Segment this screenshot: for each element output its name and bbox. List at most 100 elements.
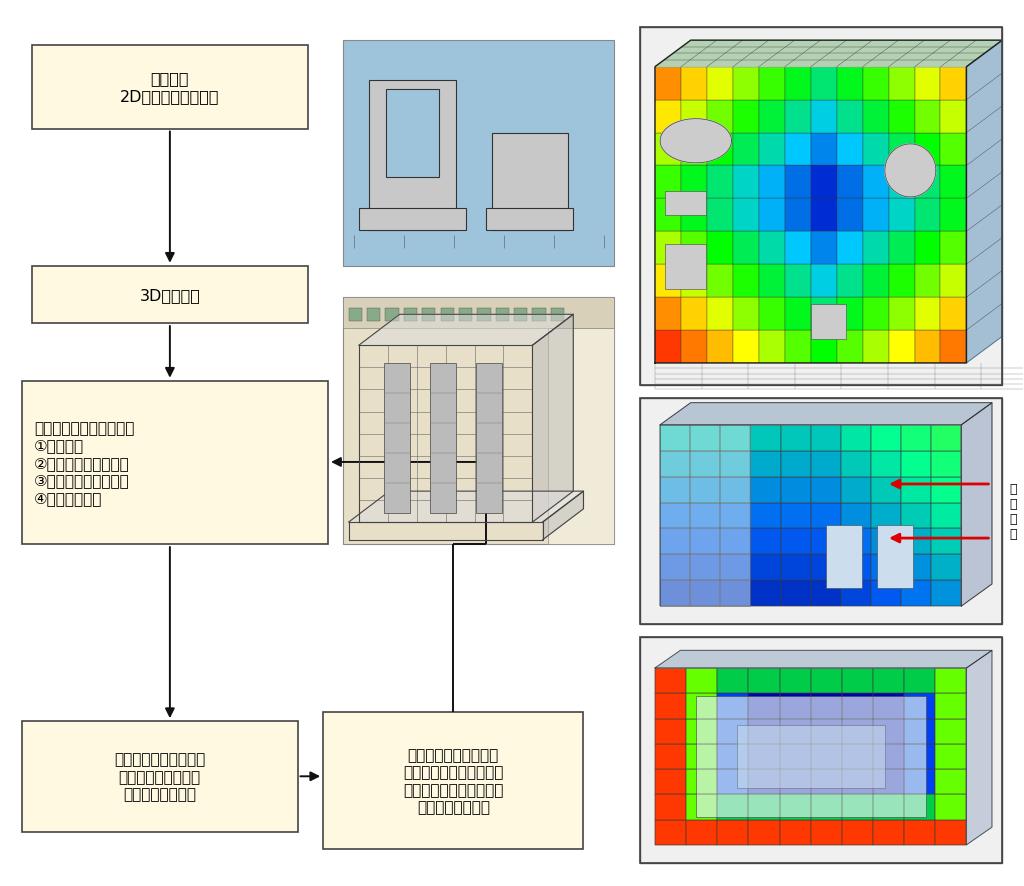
FancyBboxPatch shape [690,555,720,580]
FancyBboxPatch shape [696,696,926,817]
FancyBboxPatch shape [690,451,720,477]
FancyBboxPatch shape [717,668,749,694]
FancyBboxPatch shape [655,330,681,363]
FancyBboxPatch shape [784,167,811,199]
FancyBboxPatch shape [655,100,681,134]
FancyBboxPatch shape [759,232,784,265]
Polygon shape [358,315,573,346]
FancyBboxPatch shape [343,41,614,267]
FancyBboxPatch shape [707,167,733,199]
FancyBboxPatch shape [862,330,889,363]
FancyBboxPatch shape [780,477,811,503]
FancyBboxPatch shape [842,744,873,769]
FancyBboxPatch shape [889,100,914,134]
FancyBboxPatch shape [784,199,811,232]
FancyBboxPatch shape [811,167,837,199]
FancyBboxPatch shape [733,330,759,363]
FancyBboxPatch shape [759,67,784,100]
FancyBboxPatch shape [430,363,456,514]
FancyBboxPatch shape [935,769,967,795]
FancyBboxPatch shape [655,199,681,232]
FancyBboxPatch shape [935,719,967,744]
FancyBboxPatch shape [940,298,967,330]
FancyBboxPatch shape [811,199,837,232]
FancyBboxPatch shape [720,451,751,477]
FancyBboxPatch shape [914,100,940,134]
FancyBboxPatch shape [486,209,573,231]
FancyBboxPatch shape [811,100,837,134]
FancyBboxPatch shape [720,477,751,503]
FancyBboxPatch shape [403,308,417,322]
FancyBboxPatch shape [733,134,759,167]
FancyBboxPatch shape [873,769,904,795]
FancyBboxPatch shape [686,769,717,795]
FancyBboxPatch shape [660,425,690,451]
FancyBboxPatch shape [733,232,759,265]
FancyBboxPatch shape [779,668,811,694]
FancyBboxPatch shape [751,451,780,477]
FancyBboxPatch shape [655,298,681,330]
FancyBboxPatch shape [749,668,779,694]
FancyBboxPatch shape [811,795,842,820]
FancyBboxPatch shape [749,744,779,769]
FancyBboxPatch shape [681,298,707,330]
FancyBboxPatch shape [751,503,780,529]
FancyBboxPatch shape [811,298,837,330]
FancyBboxPatch shape [904,744,935,769]
FancyBboxPatch shape [780,503,811,529]
FancyBboxPatch shape [720,503,751,529]
FancyBboxPatch shape [935,795,967,820]
FancyBboxPatch shape [749,719,779,744]
FancyBboxPatch shape [779,820,811,845]
FancyBboxPatch shape [779,769,811,795]
FancyBboxPatch shape [862,167,889,199]
FancyBboxPatch shape [707,330,733,363]
FancyBboxPatch shape [784,100,811,134]
FancyBboxPatch shape [655,820,686,845]
FancyBboxPatch shape [686,694,717,719]
FancyBboxPatch shape [759,330,784,363]
FancyBboxPatch shape [367,308,380,322]
FancyBboxPatch shape [358,209,466,231]
FancyBboxPatch shape [940,265,967,298]
FancyBboxPatch shape [914,265,940,298]
FancyBboxPatch shape [690,503,720,529]
FancyBboxPatch shape [720,580,751,606]
FancyBboxPatch shape [385,308,398,322]
FancyBboxPatch shape [904,795,935,820]
FancyBboxPatch shape [681,199,707,232]
FancyBboxPatch shape [862,67,889,100]
FancyBboxPatch shape [717,820,749,845]
FancyBboxPatch shape [914,67,940,100]
FancyBboxPatch shape [914,199,940,232]
FancyBboxPatch shape [733,298,759,330]
FancyBboxPatch shape [751,477,780,503]
FancyBboxPatch shape [780,580,811,606]
FancyBboxPatch shape [690,580,720,606]
FancyBboxPatch shape [940,330,967,363]
FancyBboxPatch shape [681,134,707,167]
FancyBboxPatch shape [348,308,361,322]
FancyBboxPatch shape [914,298,940,330]
FancyBboxPatch shape [914,232,940,265]
FancyBboxPatch shape [873,694,904,719]
FancyBboxPatch shape [707,67,733,100]
FancyBboxPatch shape [779,795,811,820]
FancyBboxPatch shape [940,100,967,134]
FancyBboxPatch shape [640,637,1002,863]
FancyBboxPatch shape [935,694,967,719]
FancyBboxPatch shape [690,477,720,503]
Text: 3Dモデルへ: 3Dモデルへ [139,288,201,302]
FancyBboxPatch shape [686,719,717,744]
FancyBboxPatch shape [784,67,811,100]
FancyBboxPatch shape [655,744,686,769]
FancyBboxPatch shape [720,555,751,580]
FancyBboxPatch shape [681,330,707,363]
FancyBboxPatch shape [904,719,935,744]
FancyBboxPatch shape [780,555,811,580]
FancyBboxPatch shape [837,67,862,100]
FancyBboxPatch shape [940,199,967,232]
FancyBboxPatch shape [660,555,690,580]
FancyBboxPatch shape [343,298,614,545]
FancyBboxPatch shape [655,67,681,100]
